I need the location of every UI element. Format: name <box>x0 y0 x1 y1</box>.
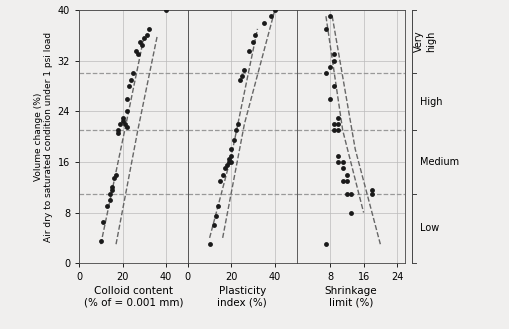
X-axis label: Plasticity
index (%): Plasticity index (%) <box>217 286 267 308</box>
X-axis label: Colloid content
(% of = 0.001 mm): Colloid content (% of = 0.001 mm) <box>83 286 183 308</box>
Text: High: High <box>419 97 441 107</box>
Y-axis label: Volume change (%)
Air dry to saturated condition under 1 psi load: Volume change (%) Air dry to saturated c… <box>34 32 53 241</box>
Text: Low: Low <box>419 223 438 233</box>
Text: Very
high: Very high <box>413 31 435 52</box>
Text: Medium: Medium <box>419 157 458 167</box>
X-axis label: Shrinkage
limit (%): Shrinkage limit (%) <box>324 286 377 308</box>
